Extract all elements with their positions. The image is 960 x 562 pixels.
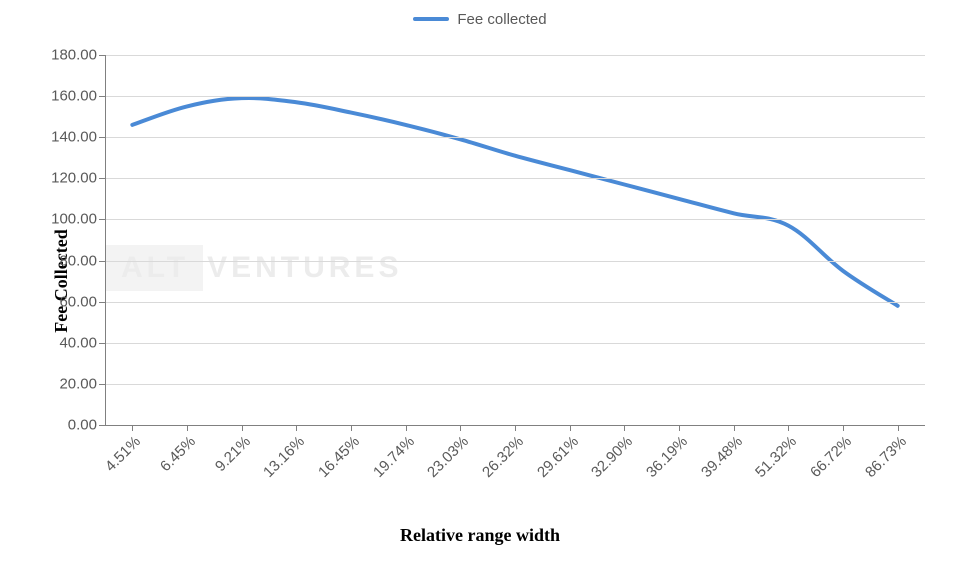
x-tick-label: 66.72%: [807, 433, 855, 481]
x-tick-mark: [898, 425, 899, 431]
x-tick-label: 51.32%: [752, 433, 800, 481]
x-tick-label: 36.19%: [643, 433, 691, 481]
x-tick-label: 32.90%: [588, 433, 636, 481]
series-line: [132, 98, 897, 306]
legend-swatch: [413, 17, 449, 21]
y-tick-label: 80.00: [59, 252, 97, 269]
x-tick-mark: [570, 425, 571, 431]
gridline: [105, 55, 925, 56]
x-tick-label: 4.51%: [102, 433, 144, 475]
x-tick-mark: [187, 425, 188, 431]
x-tick-label: 86.73%: [862, 433, 910, 481]
y-tick-label: 140.00: [51, 129, 97, 146]
gridline: [105, 137, 925, 138]
y-tick-label: 0.00: [68, 417, 97, 434]
gridline: [105, 343, 925, 344]
y-axis-title: Fee Collected: [51, 229, 72, 332]
gridline: [105, 261, 925, 262]
x-tick-mark: [515, 425, 516, 431]
legend-item: Fee collected: [413, 11, 546, 28]
x-tick-mark: [242, 425, 243, 431]
x-tick-mark: [296, 425, 297, 431]
x-tick-mark: [734, 425, 735, 431]
x-tick-label: 19.74%: [370, 433, 418, 481]
y-tick-label: 20.00: [59, 375, 97, 392]
x-tick-label: 13.16%: [260, 433, 308, 481]
x-tick-label: 23.03%: [424, 433, 472, 481]
x-tick-mark: [460, 425, 461, 431]
x-tick-mark: [351, 425, 352, 431]
gridline: [105, 96, 925, 97]
x-tick-mark: [624, 425, 625, 431]
x-axis-title: Relative range width: [0, 525, 960, 546]
legend-label: Fee collected: [457, 11, 546, 28]
gridline: [105, 384, 925, 385]
x-tick-label: 16.45%: [315, 433, 363, 481]
x-tick-label: 9.21%: [212, 433, 254, 475]
gridline: [105, 219, 925, 220]
y-tick-label: 180.00: [51, 47, 97, 64]
x-tick-label: 26.32%: [479, 433, 527, 481]
x-tick-label: 6.45%: [157, 433, 199, 475]
x-tick-mark: [843, 425, 844, 431]
x-tick-mark: [132, 425, 133, 431]
x-tick-label: 39.48%: [698, 433, 746, 481]
plot-area: ALTVENTURES 0.0020.0040.0060.0080.00100.…: [105, 55, 925, 425]
x-tick-mark: [406, 425, 407, 431]
x-tick-label: 29.61%: [534, 433, 582, 481]
legend: Fee collected: [0, 8, 960, 28]
y-tick-label: 160.00: [51, 88, 97, 105]
x-tick-mark: [788, 425, 789, 431]
y-tick-label: 40.00: [59, 334, 97, 351]
y-tick-label: 60.00: [59, 293, 97, 310]
x-tick-mark: [679, 425, 680, 431]
line-layer: [105, 55, 925, 425]
gridline: [105, 178, 925, 179]
y-tick-label: 100.00: [51, 211, 97, 228]
y-axis-line: [105, 55, 106, 425]
chart-container: Fee collected Fee Collected Relative ran…: [0, 0, 960, 562]
y-tick-label: 120.00: [51, 170, 97, 187]
gridline: [105, 302, 925, 303]
